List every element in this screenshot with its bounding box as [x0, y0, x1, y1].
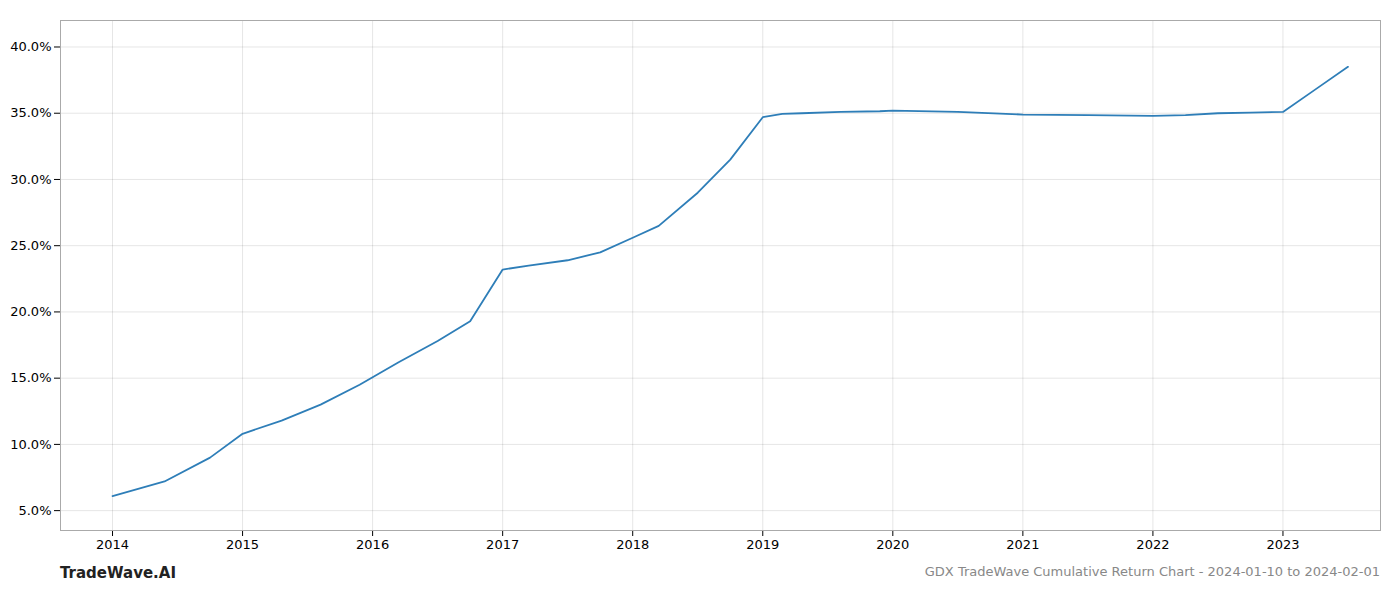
svg-text:2021: 2021 — [1006, 537, 1039, 552]
svg-text:2019: 2019 — [746, 537, 779, 552]
svg-text:2017: 2017 — [486, 537, 519, 552]
html-text:GDX TradeWave Cumulative Retur: GDX TradeWave Cumulative Return Chart - … — [924, 564, 1380, 579]
svg-text:2023: 2023 — [1266, 537, 1299, 552]
svg-text:15.0%: 15.0% — [10, 370, 51, 385]
svg-text:30.0%: 30.0% — [10, 172, 51, 187]
svg-text:2016: 2016 — [356, 537, 389, 552]
svg-text:25.0%: 25.0% — [10, 238, 51, 253]
svg-text:40.0%: 40.0% — [10, 39, 51, 54]
svg-text:2022: 2022 — [1136, 537, 1169, 552]
svg-text:10.0%: 10.0% — [10, 437, 51, 452]
svg-text:5.0%: 5.0% — [18, 503, 51, 518]
svg-text:20.0%: 20.0% — [10, 304, 51, 319]
svg-text:2018: 2018 — [616, 537, 649, 552]
html-text:TradeWave.AI: TradeWave.AI — [60, 564, 176, 582]
svg-text:2020: 2020 — [876, 537, 909, 552]
svg-text:2014: 2014 — [96, 537, 129, 552]
svg-text:2015: 2015 — [226, 537, 259, 552]
svg-text:35.0%: 35.0% — [10, 105, 51, 120]
